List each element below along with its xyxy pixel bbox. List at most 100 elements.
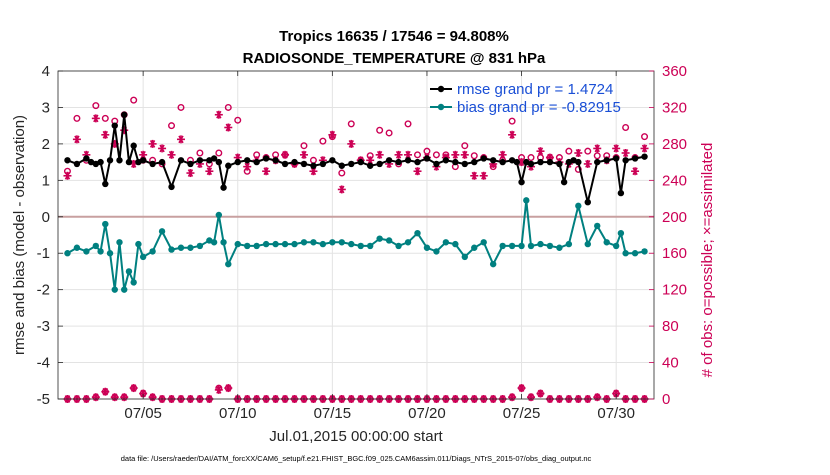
rmse-point [64, 157, 71, 164]
rmse-point [348, 160, 355, 168]
rmse-point [338, 162, 346, 169]
rmse-point [106, 157, 114, 164]
rmse-point [310, 162, 317, 169]
obs-assimilated-point [214, 110, 223, 119]
obs-assimilated-point [508, 130, 517, 139]
obs-assimilated-point [583, 159, 592, 168]
rmse-point [612, 155, 620, 162]
x-tick-label: 07/10 [219, 405, 257, 422]
rmse-point [215, 158, 223, 166]
rmse-point [187, 160, 194, 168]
obs-assimilated-point [498, 150, 507, 159]
obs-possible-point [347, 120, 355, 128]
obs-assimilated-point [621, 149, 630, 157]
bias-point [622, 250, 629, 257]
bias-point [423, 244, 431, 251]
plot-area [58, 71, 654, 399]
obs-possible-point [215, 149, 223, 157]
bias-point [366, 242, 374, 250]
rmse-point [83, 155, 90, 162]
bias-point [149, 248, 156, 255]
obs-assimilated-point [205, 167, 214, 176]
rmse-point [73, 160, 81, 168]
rmse-point [116, 157, 123, 164]
rmse-point [395, 158, 402, 166]
bias-point [508, 242, 516, 250]
y-tick-label-left: 2 [42, 136, 50, 153]
obs-assimilated-point [451, 150, 460, 159]
bias-point [584, 240, 591, 248]
obs-possible-point [224, 103, 232, 111]
obs-assimilated-point [91, 114, 100, 123]
bias-point [461, 253, 468, 261]
bias-point [414, 229, 421, 237]
obs-assimilated-point [394, 150, 403, 159]
rmse-point [423, 155, 431, 162]
obs-possible-point [385, 129, 393, 137]
bias-point [196, 242, 204, 250]
y-tick-label-left: 3 [42, 99, 50, 116]
obs-assimilated-low-point [527, 393, 536, 402]
x-tick-label: 07/30 [597, 405, 635, 422]
obs-assimilated-point [72, 135, 81, 144]
rmse-point [452, 158, 459, 166]
obs-assimilated-low-point [224, 384, 233, 393]
bias-point [433, 248, 440, 255]
bias-point [329, 239, 336, 246]
obs-assimilated-point [243, 162, 252, 171]
bias-point [281, 240, 289, 248]
obs-possible-point [168, 122, 176, 130]
rmse-point [272, 157, 279, 164]
obs-assimilated-point [640, 144, 649, 153]
obs-assimilated-point [148, 139, 157, 148]
bias-point [319, 240, 327, 248]
obs-assimilated-point [375, 150, 384, 159]
rmse-point [210, 155, 218, 162]
rmse-point [376, 160, 383, 168]
bias-point [404, 239, 412, 246]
obs-possible-point [641, 133, 649, 141]
y-tick-label-right: 280 [662, 136, 687, 153]
rmse-point [329, 157, 336, 164]
bias-point [556, 244, 563, 251]
obs-assimilated-low-point [120, 393, 129, 402]
obs-assimilated-point [63, 171, 72, 180]
rmse-point [234, 158, 241, 166]
bias-point [215, 211, 223, 219]
bias-point [106, 250, 114, 257]
legend-bias-label: bias grand pr = -0.82915 [457, 99, 621, 116]
obs-assimilated-point [413, 167, 422, 176]
rmse-point [575, 158, 582, 166]
bias-point [523, 197, 530, 204]
obs-possible-point [319, 137, 327, 145]
obs-assimilated-point [176, 135, 185, 144]
rmse-point [139, 157, 147, 164]
rmse-point [489, 157, 497, 164]
rmse-point [385, 157, 393, 164]
bias-point [291, 240, 298, 248]
bias-point [489, 260, 497, 268]
obs-assimilated-point [262, 167, 271, 176]
rmse-point [499, 158, 506, 166]
y-tick-label-left: -3 [37, 318, 50, 335]
obs-assimilated-low-point [148, 393, 157, 402]
rmse-point [357, 158, 364, 166]
bias-point [225, 260, 232, 268]
bias-point [168, 246, 175, 253]
rmse-point [319, 160, 327, 168]
obs-possible-point [461, 142, 469, 150]
rmse-point [480, 155, 487, 162]
bias-point [357, 242, 364, 250]
rmse-point [196, 157, 204, 164]
obs-possible-point [376, 126, 384, 134]
rmse-point [461, 160, 468, 168]
obs-assimilated-point [347, 139, 356, 148]
rmse-point [225, 162, 232, 169]
obs-possible-point [73, 114, 81, 122]
bias-point [480, 239, 487, 246]
bias-point [617, 229, 625, 237]
obs-assimilated-low-point [110, 393, 119, 402]
rmse-point [168, 183, 175, 191]
obs-possible-point [130, 96, 138, 104]
